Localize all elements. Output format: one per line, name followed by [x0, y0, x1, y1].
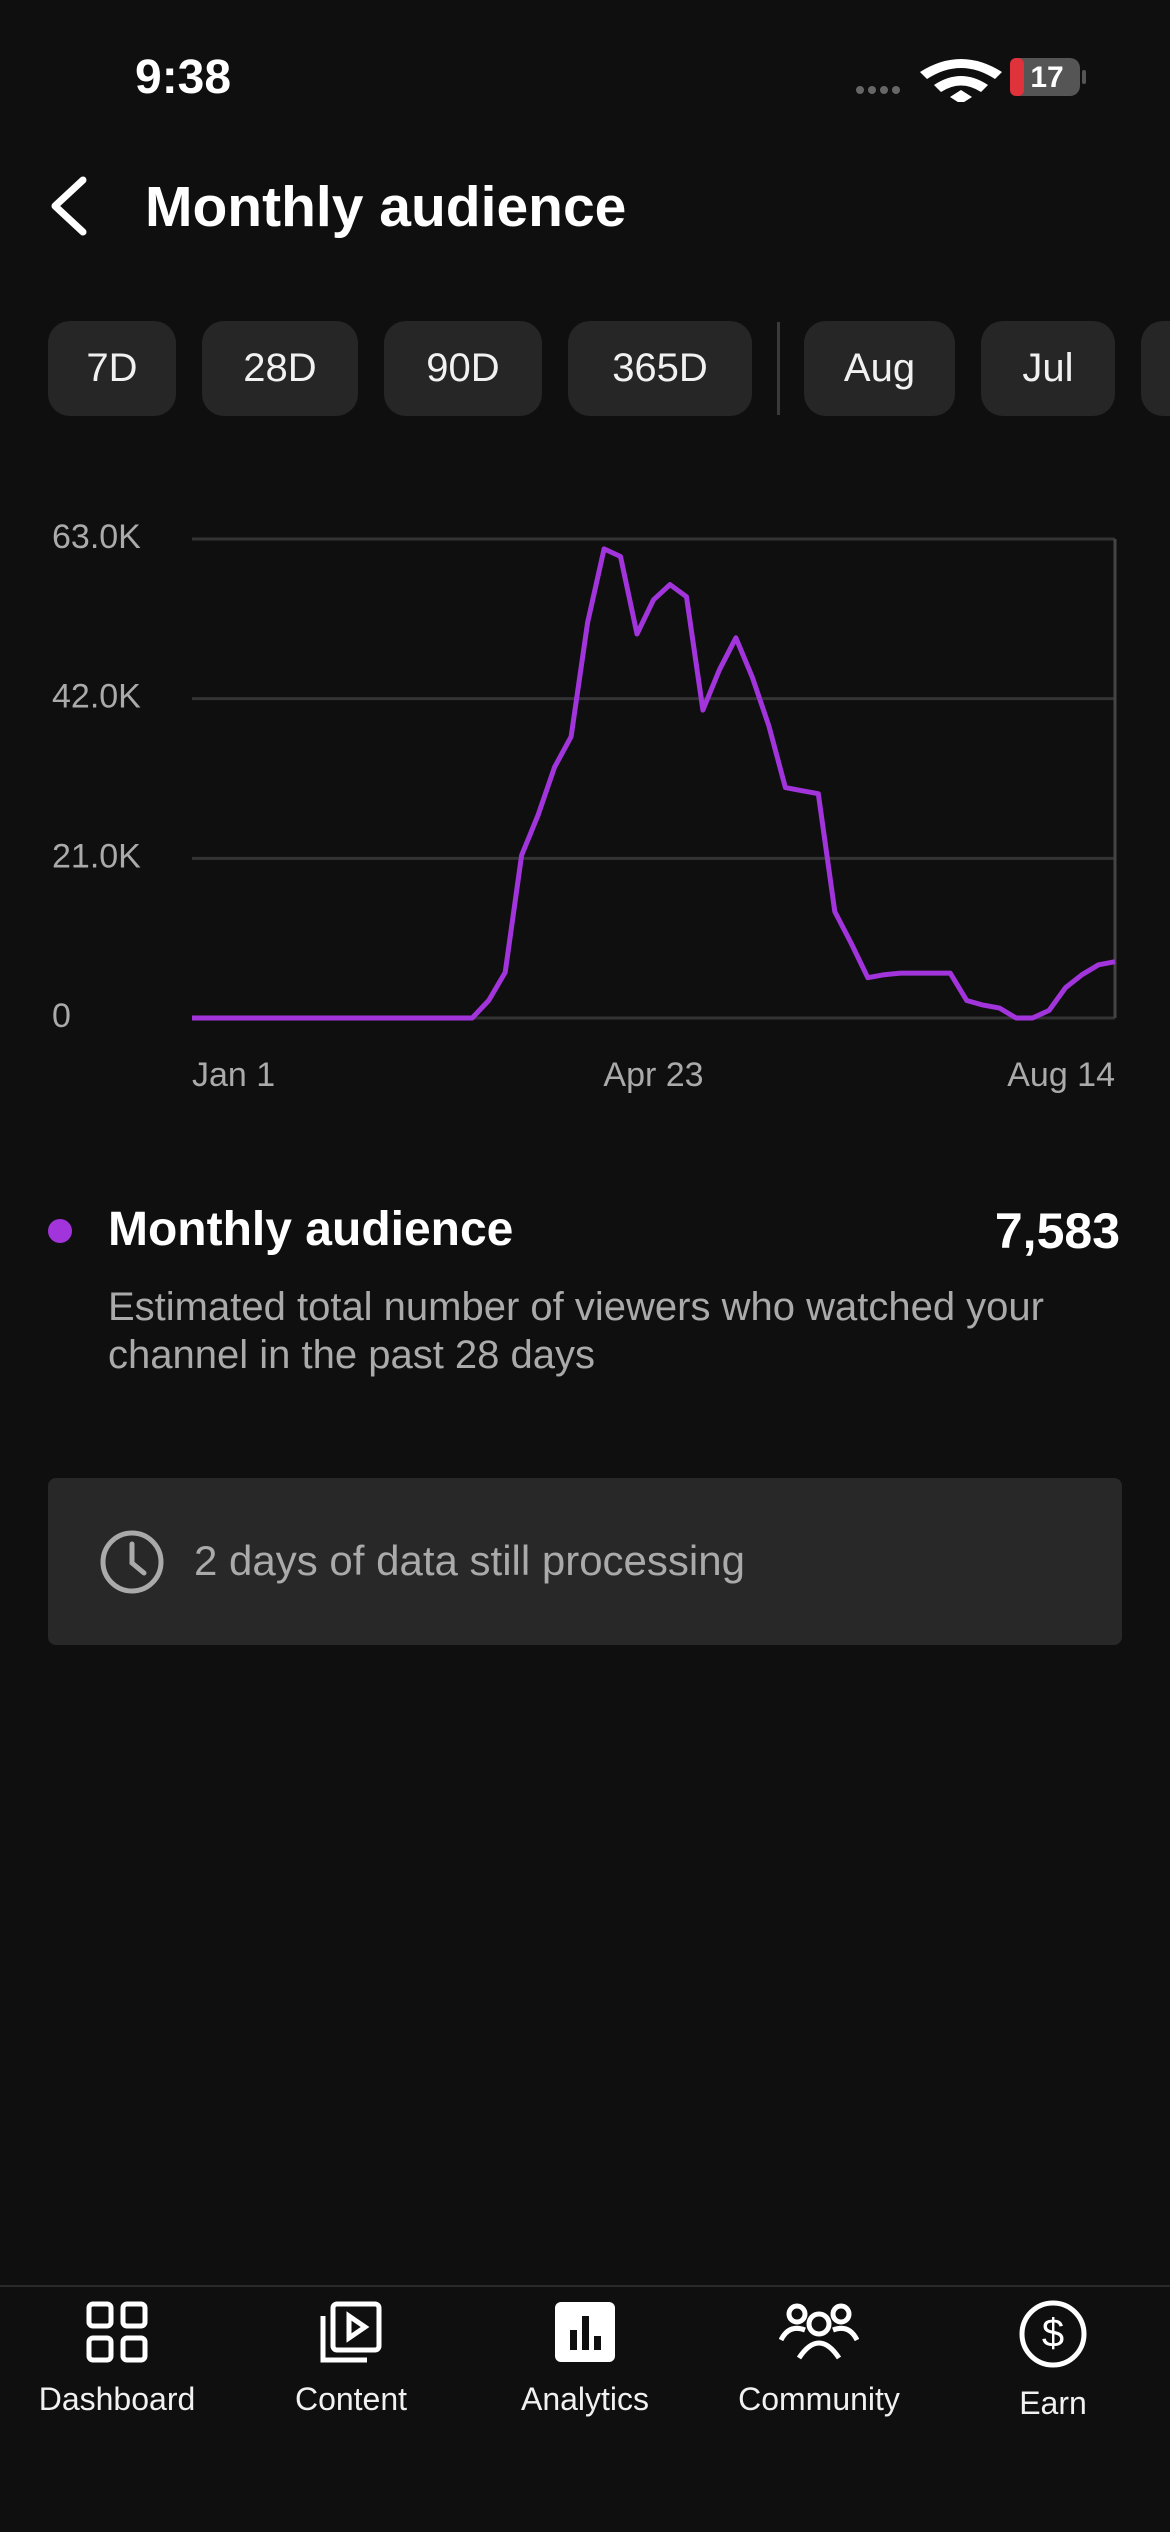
nav-analytics[interactable]: Analytics	[468, 2300, 702, 2418]
filter-chip[interactable]: 365D	[568, 321, 752, 416]
x-tick-label: Jan 1	[192, 1056, 275, 1094]
metric-title: Monthly audience	[108, 1203, 514, 1256]
x-tick-label: Aug 14	[1007, 1056, 1115, 1094]
svg-text:$: $	[1042, 2312, 1064, 2356]
divider	[777, 322, 780, 415]
filter-chip[interactable]: 7D	[48, 321, 176, 416]
filter-chip[interactable]: 90D	[384, 321, 542, 416]
notice-box: 2 days of data still processing	[48, 1478, 1122, 1645]
nav-earn[interactable]: $ Earn	[936, 2300, 1170, 2422]
nav-content[interactable]: Content	[234, 2300, 468, 2418]
filter-chip[interactable]: 28D	[202, 321, 358, 416]
nav-label: Dashboard	[38, 2381, 196, 2417]
y-tick-label: 63.0K	[52, 518, 141, 556]
nav-label: Analytics	[520, 2381, 650, 2417]
y-tick-label: 21.0K	[52, 837, 141, 875]
status-time: 9:38	[135, 51, 232, 104]
nav-dashboard[interactable]: Dashboard	[0, 2300, 234, 2418]
data-line	[192, 546, 1116, 1021]
filter-chip[interactable]: Jul	[981, 321, 1115, 416]
status-icons: 17	[856, 58, 1086, 102]
metric-description: Estimated total number of viewers who wa…	[108, 1285, 1044, 1377]
y-tick-label: 0	[52, 997, 71, 1035]
metric-value: 7,583	[994, 1203, 1120, 1259]
chart: 0 21.0K 42.0K 63.0K Jan 1 Apr 23 Aug 14	[52, 518, 1117, 1094]
filter-chip[interactable]: Aug	[804, 321, 955, 416]
battery-level: 17	[1030, 61, 1063, 94]
clock-icon	[100, 1530, 164, 1594]
nav-label: Earn	[1019, 2385, 1087, 2421]
y-tick-label: 42.0K	[52, 678, 141, 716]
x-tick-label: Apr 23	[603, 1056, 703, 1094]
page-title: Monthly audience	[145, 175, 627, 239]
legend-dot	[48, 1219, 72, 1243]
notice-text: 2 days of data still processing	[194, 1537, 745, 1584]
nav-community[interactable]: Community	[702, 2300, 936, 2418]
back-button[interactable]	[45, 176, 95, 236]
filter-chip[interactable]	[1141, 321, 1170, 416]
nav-label: Content	[294, 2381, 408, 2417]
nav-label: Community	[738, 2381, 900, 2417]
nav-border	[0, 2285, 1170, 2287]
